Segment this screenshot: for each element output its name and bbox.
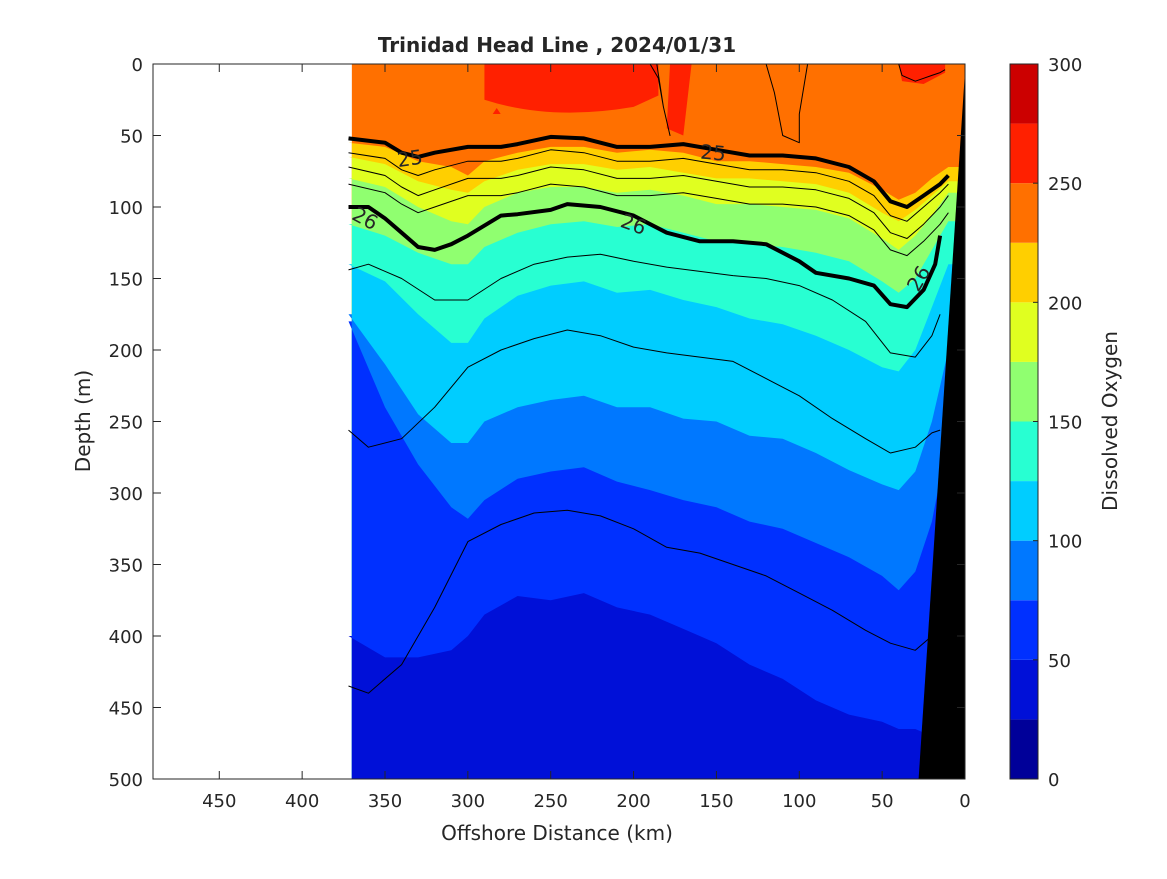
colorbar-swatch (1010, 123, 1038, 184)
oxygen-patch-4 (492, 108, 501, 115)
colorbar-tick-label: 250 (1048, 174, 1082, 195)
colorbar-swatch (1010, 242, 1038, 303)
chart-title: Trinidad Head Line , 2024/01/31 (378, 33, 736, 57)
colorbar-label: Dissolved Oxygen (1098, 331, 1122, 511)
density-contour-1 (348, 202, 943, 310)
density-contour-5 (348, 253, 941, 358)
x-tick-label: 450 (202, 791, 236, 812)
x-tick-label: 300 (451, 791, 485, 812)
density-contour-2 (348, 149, 949, 222)
colorbar-swatch (1010, 421, 1038, 482)
x-tick-label: 150 (699, 791, 733, 812)
y-tick-label: 50 (120, 127, 143, 148)
x-tick-label: 0 (959, 791, 970, 812)
y-tick-label: 300 (109, 484, 143, 505)
density-contour-0 (348, 134, 950, 209)
x-tick-label: 50 (871, 791, 894, 812)
colorbar: 0 50 100 150 200 250 300 (1009, 55, 1082, 791)
oxygen-patch-1 (484, 64, 659, 113)
y-tick-label: 150 (109, 270, 143, 291)
density-contour-9 (649, 64, 671, 136)
colorbar-tick-label: 50 (1048, 651, 1071, 672)
colorbar-tick-label: 150 (1048, 413, 1082, 434)
y-tick-label: 200 (109, 341, 143, 362)
colorbar-tick-label: 100 (1048, 532, 1082, 553)
colorbar-swatch (1010, 183, 1038, 243)
colorbar-swatch (1010, 540, 1038, 601)
colorbar-swatch (1010, 361, 1038, 422)
density-contour-10 (898, 64, 946, 82)
x-axis: 450 400 350 300 250 200 150 100 50 0 (202, 64, 971, 812)
x-tick-label: 350 (368, 791, 402, 812)
oxygen-patch-2 (666, 64, 692, 136)
oxygen-band-50 (348, 593, 965, 779)
y-tick-label: 250 (109, 413, 143, 434)
bathymetry-slope (918, 71, 965, 779)
colorbar-tick-label: 0 (1048, 770, 1059, 791)
y-tick-label: 100 (109, 198, 143, 219)
x-tick-label: 250 (534, 791, 568, 812)
y-tick-label: 500 (109, 770, 143, 791)
x-tick-label: 400 (285, 791, 319, 812)
colorbar-swatch (1010, 600, 1038, 660)
colorbar-swatch (1010, 659, 1038, 720)
y-axis: 0 50 100 150 200 250 300 350 400 450 500 (109, 55, 965, 791)
contour-label-0: 25 (396, 145, 425, 172)
y-axis-label: Depth (m) (71, 370, 95, 472)
x-axis-label: Offshore Distance (km) (441, 821, 673, 845)
x-tick-label: 100 (782, 791, 816, 812)
colorbar-tick-label: 300 (1048, 55, 1082, 76)
colorbar-tick-label: 200 (1048, 293, 1082, 314)
y-tick-label: 0 (132, 55, 143, 76)
density-contour-8 (765, 64, 809, 144)
colorbar-swatch (1010, 481, 1038, 541)
colorbar-swatch (1010, 719, 1038, 779)
density-contour-3 (348, 166, 949, 239)
colorbar-swatch (1010, 64, 1038, 124)
x-tick-label: 200 (616, 791, 650, 812)
y-tick-label: 450 (109, 699, 143, 720)
colorbar-swatch (1010, 302, 1038, 362)
contour-label-1: 25 (699, 140, 726, 166)
y-tick-label: 350 (109, 556, 143, 577)
density-contour-4 (348, 183, 949, 257)
density-contour-6 (348, 329, 941, 454)
density-contour-7 (348, 509, 941, 694)
y-tick-label: 400 (109, 627, 143, 648)
